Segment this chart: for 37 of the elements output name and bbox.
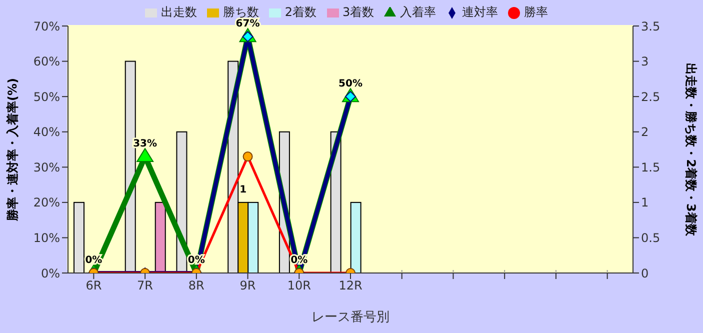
y-tick-label: 70% <box>33 19 60 34</box>
legend-label: 入着率 <box>400 5 436 19</box>
y2-tick-label: 1.5 <box>641 160 660 174</box>
legend-label: 勝率 <box>524 5 548 19</box>
data-label: 50% <box>338 78 362 90</box>
y-tick-label: 0% <box>40 266 60 280</box>
y-axis-title: 勝率・連対率・入着率(%) <box>5 78 20 222</box>
y2-tick-label: 0.5 <box>641 230 660 245</box>
y2-tick-label: 3 <box>641 54 649 69</box>
x-tick-label: 12R <box>338 278 362 293</box>
y2-axis-title: 出走数・勝ち数・2着数・3着数 <box>684 63 698 237</box>
y-tick-label: 30% <box>33 160 60 174</box>
y-tick-label: 10% <box>33 230 60 245</box>
y-tick-label: 40% <box>33 125 60 140</box>
legend-label: 連対率 <box>462 5 498 19</box>
data-label: 1 <box>240 184 247 196</box>
data-label: 0% <box>188 255 205 266</box>
legend-label: 勝ち数 <box>222 5 259 19</box>
x-tick-label: 6R <box>86 278 102 293</box>
y2-tick-label: 0 <box>641 266 649 280</box>
legend-label: 2着数 <box>284 5 316 19</box>
legend-label: 3着数 <box>342 5 374 19</box>
x-tick-label: 9R <box>240 278 256 293</box>
x-axis-title: レース番号別 <box>312 310 390 325</box>
x-tick-label: 8R <box>188 278 204 293</box>
legend-label: 出走数 <box>160 5 197 19</box>
y2-tick-label: 3.5 <box>641 19 660 34</box>
y2-tick-label: 1 <box>641 196 649 210</box>
data-label: 0% <box>290 255 308 266</box>
y2-tick-label: 2 <box>641 125 649 140</box>
y-tick-label: 60% <box>33 54 60 69</box>
x-tick-label: 10R <box>287 278 311 293</box>
y2-tick-label: 2.5 <box>641 90 660 104</box>
y-tick-label: 20% <box>33 196 60 210</box>
y-tick-label: 50% <box>33 90 60 104</box>
x-tick-label: 7R <box>137 278 154 293</box>
data-label: 67% <box>236 18 260 30</box>
